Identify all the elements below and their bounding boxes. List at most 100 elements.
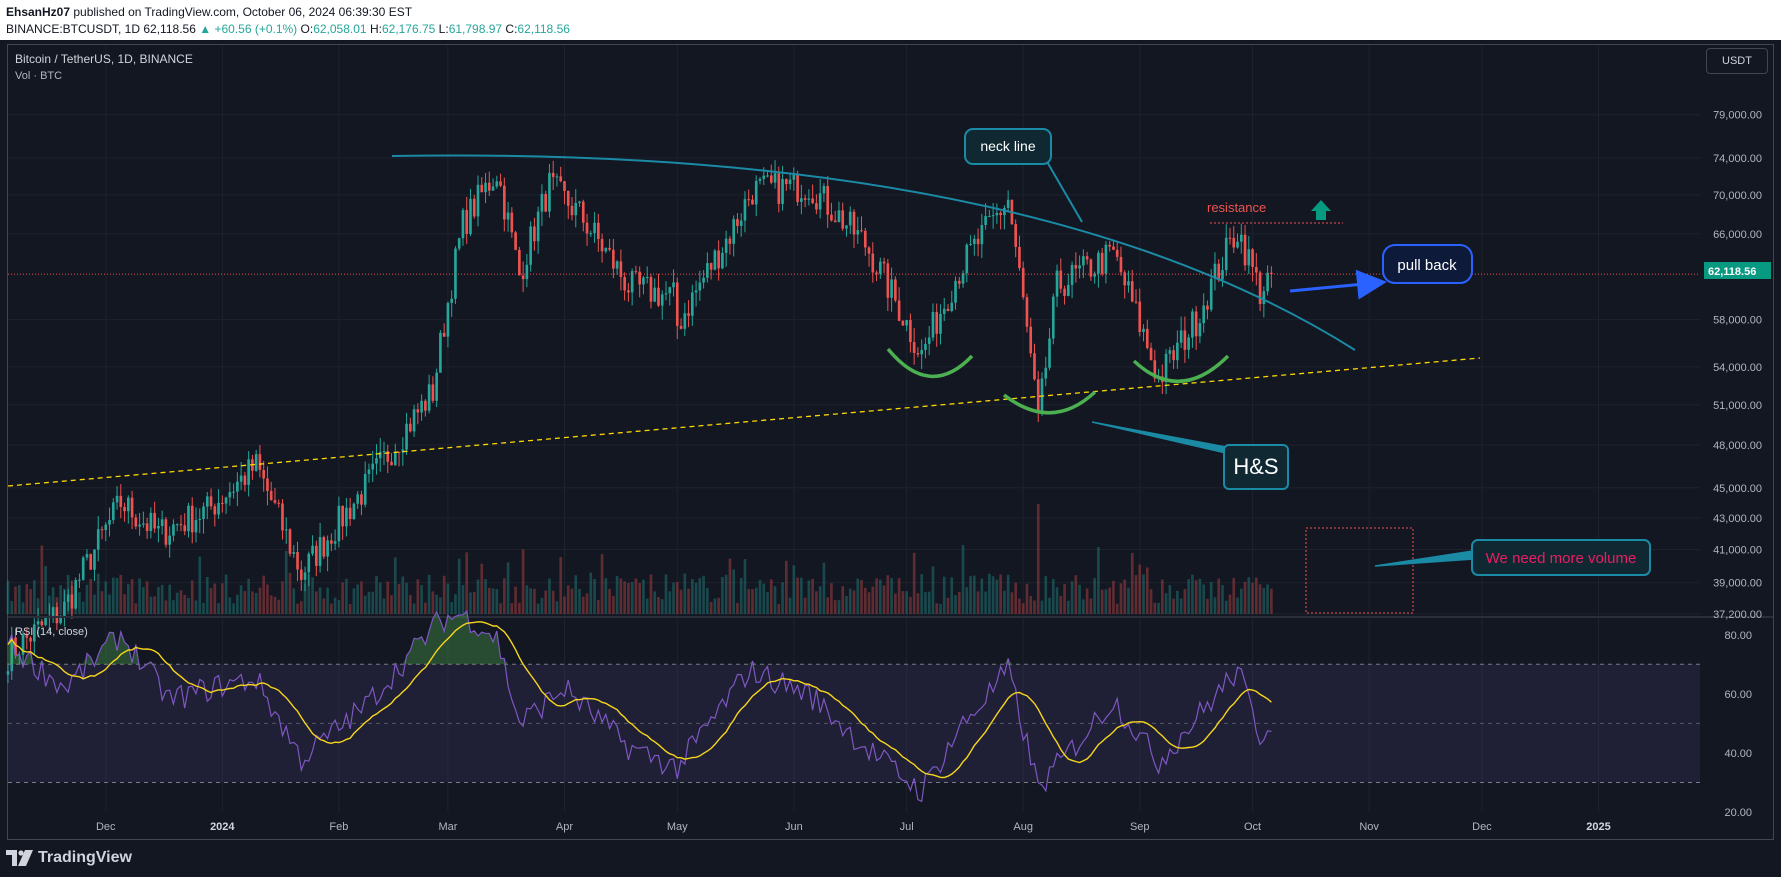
volume-bar xyxy=(420,584,423,614)
volume-bar xyxy=(371,591,375,614)
volume-bar xyxy=(905,591,908,614)
author-name[interactable]: EhsanHz07 xyxy=(6,5,71,19)
volume-highlight-box[interactable] xyxy=(1305,527,1414,614)
candle-body xyxy=(728,238,732,244)
volume-bar xyxy=(555,601,559,614)
candle-body xyxy=(909,319,912,343)
candle-body xyxy=(273,500,277,503)
neck-line-pointer xyxy=(1045,159,1083,223)
candle-body xyxy=(1179,330,1183,343)
volume-bar xyxy=(988,573,991,614)
head-arc[interactable] xyxy=(1002,390,1097,415)
volume-bar xyxy=(288,572,292,614)
volume-bar xyxy=(1078,584,1081,614)
volume-bar xyxy=(785,560,788,614)
close-value: 62,118.56 xyxy=(517,22,570,36)
candle-body xyxy=(450,298,453,303)
candle-body xyxy=(706,263,709,278)
candle-body xyxy=(1051,296,1055,339)
volume-bar xyxy=(833,600,837,614)
pull-back-callout[interactable] xyxy=(1382,244,1473,284)
volume-bar xyxy=(93,594,96,614)
candle-body xyxy=(66,594,70,602)
left-shoulder-arc[interactable] xyxy=(886,347,974,379)
time-axis[interactable]: Dec 2024 Feb Mar Apr May Jun Jul Aug Sep Oct Nov Dec… xyxy=(96,821,1611,833)
hs-callout[interactable] xyxy=(1223,444,1289,490)
volume-bar xyxy=(540,597,544,614)
open-label: O: xyxy=(300,22,314,36)
candle-body xyxy=(269,490,273,501)
volume-bar xyxy=(909,597,912,614)
candle-body xyxy=(694,290,698,293)
candle-body xyxy=(950,302,954,311)
volume-bar xyxy=(108,594,111,614)
volume-bar xyxy=(1179,598,1183,614)
candle-body xyxy=(318,537,322,566)
candle-body xyxy=(529,226,532,265)
chart-frame[interactable] xyxy=(7,44,1774,840)
volume-bar xyxy=(751,589,754,614)
volume-bar xyxy=(1033,600,1036,614)
candle-body xyxy=(160,519,164,526)
volume-bar xyxy=(59,585,62,614)
candle-body xyxy=(315,545,318,566)
volume-bar xyxy=(1209,581,1213,614)
candle-body xyxy=(416,409,420,413)
volume-bar xyxy=(25,584,29,614)
neckline-curve[interactable] xyxy=(391,154,1356,351)
price-axis[interactable]: 79,000.00 74,000.00 70,000.00 66,000.00 58,0… xyxy=(1713,110,1762,621)
volume-bar xyxy=(44,566,47,614)
volume-bar xyxy=(6,580,10,614)
neck-line-callout[interactable] xyxy=(964,128,1052,165)
candle-body xyxy=(123,506,126,512)
candle-body xyxy=(1138,301,1142,332)
volume-bar xyxy=(14,586,17,614)
volume-bar xyxy=(845,596,848,614)
volume-legend[interactable]: Vol · BTC xyxy=(15,70,63,82)
volume-note-callout[interactable] xyxy=(1471,539,1651,576)
volume-bar xyxy=(1172,598,1175,614)
candle-body xyxy=(371,463,375,470)
candle-body xyxy=(762,175,766,179)
pull-back-arrow[interactable] xyxy=(1289,269,1387,300)
candle-body xyxy=(627,290,630,293)
candle-body xyxy=(837,210,841,223)
candle-body xyxy=(1239,234,1243,242)
right-shoulder-arc[interactable] xyxy=(1132,354,1230,384)
volume-bar xyxy=(127,584,130,614)
candle-body xyxy=(213,506,217,515)
tradingview-logo[interactable]: TradingView xyxy=(6,849,132,867)
volume-note-pointer xyxy=(1374,550,1474,567)
last-price: 62,118.56 xyxy=(143,22,196,36)
up-arrow-icon xyxy=(1311,200,1331,220)
candle-body xyxy=(717,250,720,269)
volume-bar xyxy=(416,579,420,614)
candle-body xyxy=(1029,326,1033,354)
volume-bar xyxy=(1176,590,1179,614)
candle-body xyxy=(578,201,581,203)
volume-bar xyxy=(1070,581,1074,614)
volume-bar xyxy=(412,603,416,614)
candle-body xyxy=(172,524,175,536)
volume-bar xyxy=(1108,587,1111,614)
candle-body xyxy=(679,325,683,329)
volume-bar xyxy=(706,588,709,614)
volume-bar xyxy=(657,596,660,614)
support-trendline[interactable] xyxy=(7,357,1481,487)
neck-line-label: neck line xyxy=(980,138,1035,154)
volume-bar xyxy=(957,591,961,614)
chart-legend-title[interactable]: Bitcoin / TetherUS, 1D, BINANCE xyxy=(15,52,193,66)
volume-bar xyxy=(871,586,875,614)
volume-bar xyxy=(356,584,359,614)
high-label: H: xyxy=(369,22,382,36)
currency-button[interactable]: USDT xyxy=(1706,48,1768,74)
rsi-legend[interactable]: RSI (14, close) xyxy=(15,626,88,638)
volume-bar xyxy=(736,602,739,614)
candle-body xyxy=(14,637,17,656)
volume-bar xyxy=(645,598,649,614)
volume-bar xyxy=(544,590,547,614)
volume-bar xyxy=(213,583,217,614)
rsi-axis[interactable]: 80.00 60.00 40.00 20.00 xyxy=(1724,630,1752,819)
candle-body xyxy=(111,502,115,521)
